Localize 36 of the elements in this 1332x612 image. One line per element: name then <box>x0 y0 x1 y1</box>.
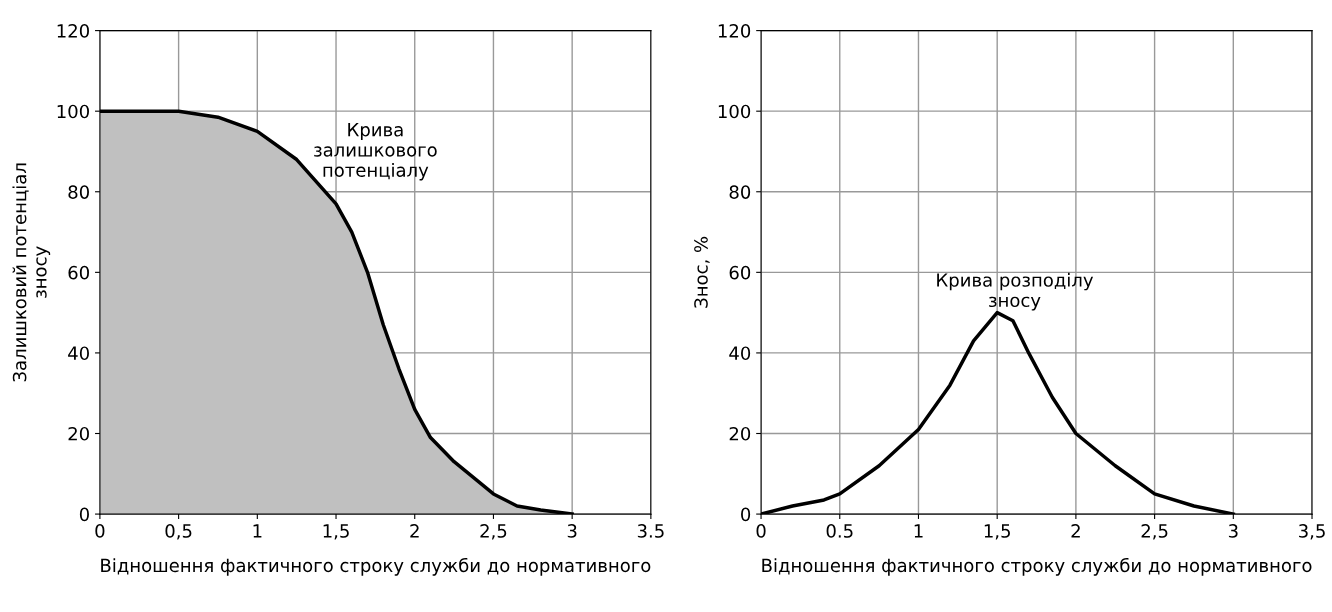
x-axis-title: Відношення фактичного строку служби до нормативного <box>101 557 651 576</box>
y-tick-label: 0 <box>79 507 89 522</box>
x-tick-label: 3,5 <box>1299 524 1325 540</box>
y-tick-label: 60 <box>729 265 751 280</box>
y-axis-title: Знос, % <box>694 236 710 308</box>
x-tick-label: 0.5 <box>826 524 853 538</box>
y-tick-label: 40 <box>68 346 89 361</box>
y-tick-label: 120 <box>57 24 89 38</box>
y-tick-label: 20 <box>729 426 751 441</box>
x-tick-label: 3 <box>1228 524 1238 538</box>
y-tick-label: 80 <box>729 185 751 199</box>
x-axis-title: Відношення фактичного строку служби до нормативного <box>762 557 1312 576</box>
y-tick-label: 120 <box>718 24 751 38</box>
x-tick-label: 2,5 <box>1141 524 1168 540</box>
x-tick-label: 1,5 <box>323 524 349 540</box>
x-tick-label: 1 <box>914 524 923 538</box>
y-tick-label: 100 <box>718 104 751 119</box>
y-tick-label: 0 <box>741 507 751 522</box>
x-tick-label: 0 <box>95 524 105 538</box>
y-tick-label: 100 <box>57 104 89 119</box>
annotation: Крива залишкового потенціалу <box>314 123 437 181</box>
y-axis-title: Залишковий потенціал зносу <box>12 163 51 382</box>
annotation: Крива розподілу зносу <box>937 272 1094 311</box>
x-tick-label: 1 <box>253 524 262 538</box>
x-tick-label: 3 <box>567 524 577 538</box>
y-tick-label: 20 <box>68 426 89 441</box>
x-tick-label: 0 <box>756 524 766 538</box>
x-tick-label: 0,5 <box>165 524 192 540</box>
y-tick-label: 40 <box>729 346 751 361</box>
y-tick-label: 80 <box>68 185 89 199</box>
x-tick-label: 2 <box>410 524 419 538</box>
x-tick-label: 2,5 <box>480 524 507 540</box>
x-tick-label: 2 <box>1071 524 1080 538</box>
y-tick-label: 60 <box>68 265 89 280</box>
x-tick-label: 3.5 <box>637 524 664 538</box>
x-tick-label: 1,5 <box>984 524 1010 540</box>
